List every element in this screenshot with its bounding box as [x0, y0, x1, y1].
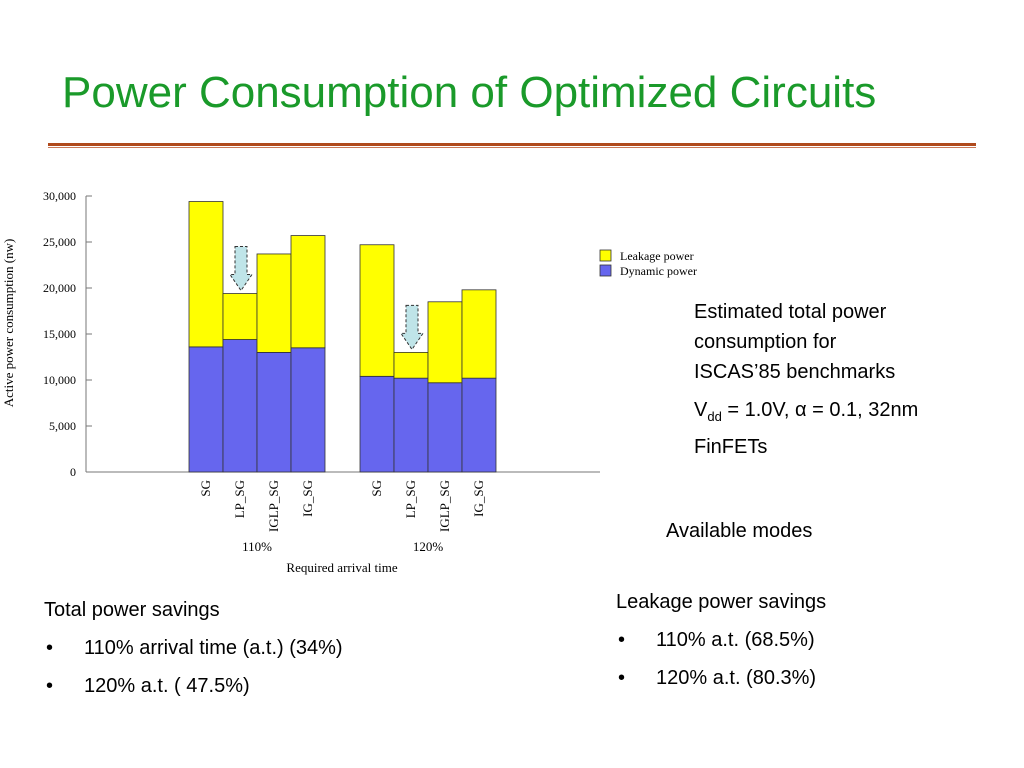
list-item-text: 120% a.t. (80.3%) [656, 667, 817, 689]
leakage-savings-list: Leakage power savings • 110% a.t. (68.5%)… [616, 583, 826, 697]
bar-dynamic [290, 347, 326, 473]
x-tick-label: IGLP_SG [266, 480, 281, 532]
available-modes-label: Available modes [666, 520, 813, 542]
y-tick-label: 25,000 [43, 235, 76, 249]
bullet-icon: • [618, 629, 626, 651]
note-line-3: ISCAS’85 benchmarks [694, 361, 896, 383]
note-line-2: consumption for [694, 331, 837, 353]
bar-leakage [461, 289, 497, 379]
x-tick-label: IG_SG [300, 480, 315, 517]
bar-dynamic [427, 382, 463, 473]
legend-label: Leakage power [620, 249, 694, 263]
bar-dynamic [222, 339, 258, 473]
note-line-1: Estimated total power [694, 301, 887, 323]
vdd-rest: = 1.0V, α = 0.1, 32nm [721, 399, 919, 421]
legend-swatch [599, 249, 612, 262]
list-item: • 110% arrival time (a.t.) (34%) [44, 629, 343, 667]
x-tick-label: SG [198, 480, 213, 497]
list-item: • 110% a.t. (68.5%) [616, 621, 826, 659]
reduction-arrows [229, 246, 424, 351]
y-tick-label: 5,000 [49, 419, 76, 433]
y-tick-label: 0 [70, 465, 76, 479]
legend-swatch [599, 264, 612, 277]
x-axis-label: Required arrival time [286, 560, 397, 575]
bar-dynamic [256, 351, 292, 473]
y-axis-label: Active power consumption (nw) [1, 239, 16, 408]
list-item: • 120% a.t. (80.3%) [616, 659, 826, 697]
x-tick-label: IGLP_SG [437, 480, 452, 532]
x-tick-label: SG [369, 480, 384, 497]
x-tick-labels: SG LP_SG IGLP_SG IG_SG 110% SG LP_SG IGLP_SG IG_… [198, 480, 486, 554]
total-savings-list: Total power savings • 110% arrival time (… [44, 591, 343, 705]
legend-label: Dynamic power [620, 264, 697, 278]
x-tick-label: LP_SG [232, 480, 247, 518]
down-arrow-icon [229, 246, 253, 292]
bullet-icon: • [46, 675, 54, 697]
leakage-savings-heading: Leakage power savings [616, 591, 827, 613]
bar-leakage [359, 244, 395, 377]
bars [188, 201, 497, 473]
y-tick-label: 10,000 [43, 373, 76, 387]
down-arrow-icon [400, 304, 424, 351]
bar-leakage [393, 351, 429, 379]
bar-dynamic [461, 377, 497, 473]
y-tick-label: 20,000 [43, 281, 76, 295]
vdd-v: V [694, 399, 708, 421]
bar-leakage [427, 301, 463, 384]
estimate-note: Estimated total power consumption for IS… [694, 297, 918, 462]
vdd-line-2: FinFETs [694, 436, 768, 458]
bar-leakage [290, 235, 326, 349]
y-axis: 0 5,000 10,000 15,000 20,000 25,000 30,000 [43, 189, 600, 479]
title-divider [48, 143, 976, 146]
title-divider-thin [48, 147, 976, 148]
bar-dynamic [393, 377, 429, 473]
bar-leakage [222, 293, 258, 340]
group-label: 110% [242, 539, 272, 554]
bullet-icon: • [618, 667, 626, 689]
y-tick-label: 30,000 [43, 189, 76, 203]
power-bar-chart: 0 5,000 10,000 15,000 20,000 25,000 30,000 SG L… [1, 189, 697, 575]
list-item-text: 110% a.t. (68.5%) [656, 629, 815, 651]
bullet-icon: • [46, 637, 54, 659]
list-item-text: 110% arrival time (a.t.) (34%) [84, 637, 343, 659]
x-tick-label: IG_SG [471, 480, 486, 517]
bar-leakage [256, 253, 292, 353]
bar-dynamic [188, 346, 224, 473]
vdd-sub: dd [707, 409, 722, 424]
group-label: 120% [413, 539, 444, 554]
total-savings-heading: Total power savings [44, 599, 220, 621]
x-tick-label: LP_SG [403, 480, 418, 518]
bar-dynamic [359, 375, 395, 473]
y-tick-label: 15,000 [43, 327, 76, 341]
list-item: • 120% a.t. ( 47.5%) [44, 667, 343, 705]
list-item-text: 120% a.t. ( 47.5%) [84, 675, 250, 697]
slide-title: Power Consumption of Optimized Circuits [62, 68, 877, 117]
vdd-line: Vdd = 1.0V, α = 0.1, 32nm [694, 395, 918, 432]
bar-leakage [188, 201, 224, 348]
